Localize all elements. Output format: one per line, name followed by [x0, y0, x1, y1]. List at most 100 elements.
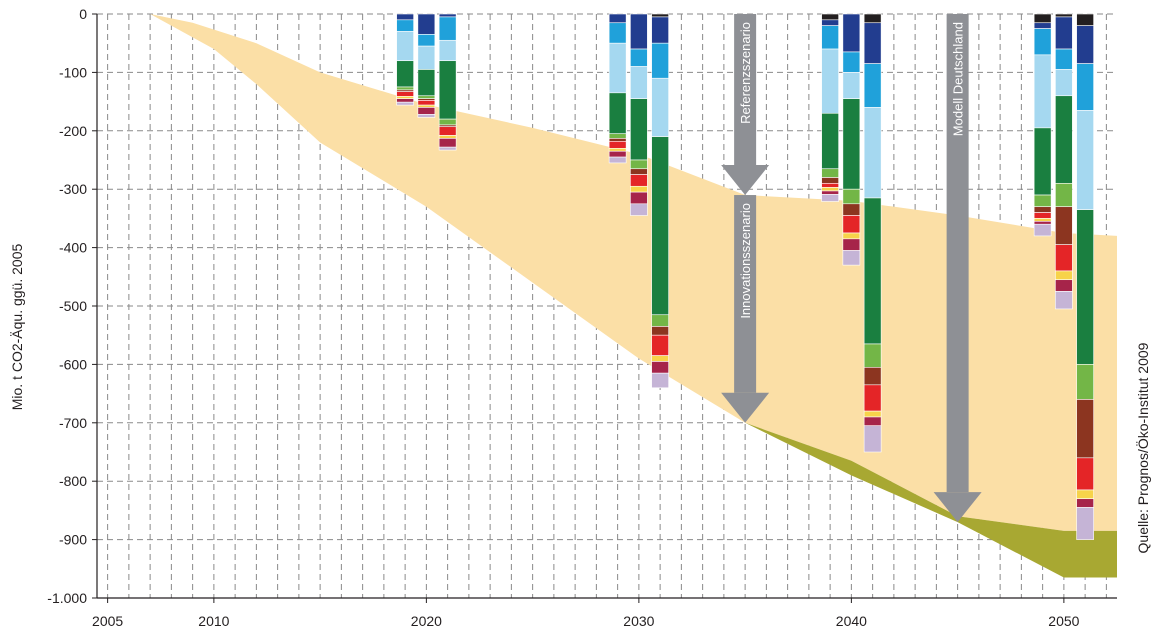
bar-segment — [1033, 221, 1052, 225]
bar-segment — [651, 334, 669, 356]
axes — [92, 13, 1117, 599]
y-tick-label: -800 — [59, 473, 87, 489]
bar-segment — [438, 118, 457, 126]
bar-stack — [1076, 13, 1094, 540]
arrow-shaft — [734, 195, 757, 393]
bar-segment — [1033, 194, 1052, 208]
bar-segment — [1055, 279, 1073, 292]
stacked-bars — [396, 13, 1094, 540]
bar-segment — [863, 343, 882, 368]
bar-segment — [630, 13, 648, 50]
bar-segment — [1033, 22, 1052, 29]
arrow-shaft — [734, 14, 757, 166]
bar-segment — [1076, 25, 1094, 64]
bar-segment — [1055, 48, 1073, 70]
bar-segment — [608, 42, 627, 94]
bar-segment — [842, 232, 861, 240]
bar-segment — [438, 60, 457, 120]
bar-segment — [438, 138, 457, 148]
y-tick-label: 0 — [79, 6, 87, 22]
bar-segment — [396, 31, 414, 62]
arrow-head — [933, 492, 982, 523]
bar-segment — [1076, 63, 1094, 111]
bar-segment — [842, 72, 861, 99]
y-tick-label: -900 — [59, 532, 87, 548]
bar-segment — [1033, 206, 1052, 213]
bar-segment — [1055, 291, 1073, 310]
bar-stack — [651, 13, 669, 389]
bar-segment — [1055, 13, 1073, 18]
bar-segment — [630, 66, 648, 99]
bar-segment — [438, 16, 457, 41]
y-tick-label: -1.000 — [47, 590, 87, 606]
bar-segment — [842, 203, 861, 216]
bar-segment — [1055, 95, 1073, 184]
bar-segment — [842, 51, 861, 73]
bar-stack — [417, 13, 436, 118]
bar-segment — [417, 69, 436, 97]
bar-segment — [651, 136, 669, 316]
arrow-head — [721, 165, 770, 196]
bar-segment — [821, 183, 839, 188]
bar-segment — [651, 77, 669, 137]
arrow-head — [721, 392, 770, 423]
bar-segment — [417, 104, 436, 108]
bar-segment — [1055, 244, 1073, 272]
bar-segment — [863, 416, 882, 427]
y-tick-label: -200 — [59, 123, 87, 139]
bar-segment — [863, 13, 882, 24]
modell-deutschland-band — [745, 422, 1117, 578]
bar-segment — [651, 372, 669, 389]
bar-segment — [1055, 270, 1073, 281]
x-tick-label: 2005 — [92, 613, 123, 629]
bar-segment — [396, 91, 414, 97]
x-tick-label: 2050 — [1048, 613, 1079, 629]
bar-segment — [821, 13, 839, 21]
bar-segment — [863, 384, 882, 412]
bar-segment — [630, 159, 648, 170]
scenario-arrow: Modell Deutschland — [933, 14, 982, 523]
bar-segment — [396, 98, 414, 103]
bar-segment — [417, 13, 436, 35]
bar-stack — [842, 13, 861, 266]
bar-segment — [821, 177, 839, 184]
bar-stack — [438, 13, 457, 151]
bar-segment — [417, 100, 436, 106]
bar-segment — [651, 16, 669, 44]
bar-segment — [651, 42, 669, 79]
bar-segment — [863, 63, 882, 108]
bar-segment — [821, 112, 839, 170]
y-tick-labels: 0 -100 -200 -300 -400 -500 -600 -700 -800 -900 -1.… — [47, 6, 87, 606]
bar-segment — [630, 191, 648, 205]
bar-segment — [608, 148, 627, 152]
bar-segment — [396, 19, 414, 32]
bar-segment — [651, 361, 669, 374]
bar-segment — [842, 238, 861, 251]
x-tick-label: 2030 — [623, 613, 654, 629]
bar-segment — [821, 194, 839, 202]
bar-segment — [842, 98, 861, 190]
bar-segment — [630, 168, 648, 175]
bar-segment — [821, 25, 839, 50]
bar-segment — [842, 250, 861, 266]
bar-segment — [608, 13, 627, 24]
bar-segment — [1076, 209, 1094, 365]
bar-segment — [1033, 13, 1052, 24]
bar-segment — [863, 197, 882, 345]
bar-segment — [1076, 489, 1094, 500]
bar-segment — [608, 92, 627, 135]
x-tick-labels: 2005 2010 2020 2030 2040 2050 — [92, 598, 1080, 629]
y-axis-label: Mio. t CO2-Äqu. ggü. 2005 — [9, 244, 25, 411]
bar-stack — [396, 13, 414, 106]
bar-segment — [821, 48, 839, 114]
bar-segment — [863, 22, 882, 64]
bar-segment — [1033, 54, 1052, 129]
bar-segment — [1055, 183, 1073, 208]
bar-segment — [842, 215, 861, 234]
bar-segment — [821, 190, 839, 195]
bar-segment — [608, 138, 627, 142]
y-tick-label: -100 — [59, 64, 87, 80]
bar-segment — [608, 141, 627, 149]
bar-segment — [608, 150, 627, 158]
